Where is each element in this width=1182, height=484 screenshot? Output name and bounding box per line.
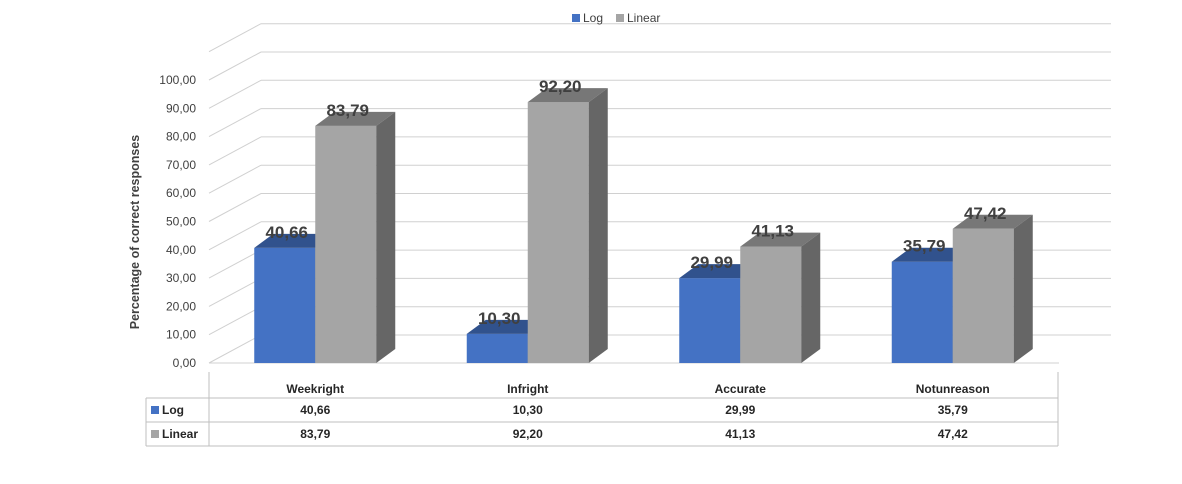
y-tick-label: 50,00 [166,215,196,229]
legend-swatch [572,14,580,22]
bars [254,88,1033,363]
table-cell: 10,30 [513,403,543,417]
bar-top-linear [952,214,1033,229]
gridline-side [208,164,262,194]
y-tick-label: 70,00 [166,158,196,172]
bar-side-linear [801,232,821,363]
gridline-side [208,249,262,279]
gridline-side [208,51,262,81]
y-axis-ticks: 0,00 10,00 20,00 30,00 40,00 50,00 60,00 70,00 8… [159,73,196,370]
data-label: 10,30 [478,309,521,328]
legend-label: Linear [627,11,660,25]
data-label: 35,79 [903,237,946,256]
grid [208,23,1111,364]
y-tick-label: 0,00 [173,356,197,370]
bar-top-log [466,319,547,334]
data-label: 40,66 [265,223,308,242]
legend: Log Linear [572,11,660,25]
gridline-side [208,108,262,138]
y-tick-label: 10,00 [166,328,196,342]
table-cell: 29,99 [725,403,755,417]
bar-top-log [679,264,760,279]
gridline-side [208,79,262,109]
y-tick-label: 20,00 [166,299,196,313]
data-label: 41,13 [751,222,794,241]
bar-log [466,333,528,363]
legend-label: Log [583,11,603,25]
y-tick-label: 40,00 [166,243,196,257]
gridline-side [208,221,262,251]
table-series-name: Log [162,403,184,417]
bar-top-linear [527,88,608,103]
y-tick-label: 60,00 [166,186,196,200]
x-tick-label: Notunreason [916,382,990,396]
y-tick-label: 90,00 [166,101,196,115]
gridline-side [208,136,262,166]
y-tick-label: 80,00 [166,130,196,144]
legend-swatch [616,14,624,22]
x-tick-label: Accurate [715,382,767,396]
table-cell: 40,66 [300,403,330,417]
table-series-name: Linear [162,427,198,441]
bar-top-linear [315,111,396,126]
bar-side-linear [1013,214,1033,363]
bar-linear [315,125,377,363]
table-legend-key [151,406,159,414]
data-label: 83,79 [326,101,369,120]
gridline-side [208,334,262,364]
table-legend-key [151,430,159,438]
bar-log [679,278,741,363]
y-axis-label: Percentage of correct responses [128,135,142,330]
table-cell: 92,20 [513,427,543,441]
data-labels: 40,66 83,79 10,30 92,20 29,99 41,13 35,79 47,42 [265,77,1006,328]
bar-top-log [891,247,972,262]
data-label: 29,99 [690,253,733,272]
gridline-side [208,23,262,53]
x-tick-label: Weekright [286,382,344,396]
bar-linear [527,102,589,363]
bar-log [891,261,953,363]
gridline-side [208,306,262,336]
y-tick-label: 100,00 [159,73,196,87]
bar-log [254,247,316,363]
bar-linear [952,228,1014,363]
bar-side-linear [376,111,396,363]
bar-top-log [254,233,335,248]
table-cell: 41,13 [725,427,755,441]
x-tick-label: Infright [507,382,548,396]
data-table: Weekright Infright Accurate Notunreason Log 4… [145,372,1059,447]
bar-side-linear [588,88,608,363]
bar-linear [740,246,802,363]
bar-top-linear [740,232,821,247]
gridline-side [208,193,262,222]
table-cell: 83,79 [300,427,330,441]
table-cell: 35,79 [938,403,968,417]
y-tick-label: 30,00 [166,271,196,285]
table-cell: 47,42 [938,427,968,441]
data-label: 47,42 [964,204,1007,223]
data-label: 92,20 [539,77,582,96]
gridline-side [208,277,262,307]
